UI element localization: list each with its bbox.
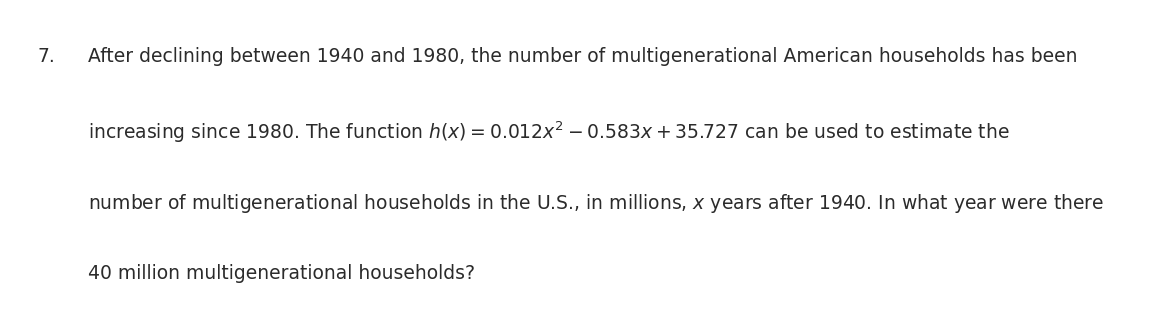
Text: 7.: 7.	[37, 47, 55, 66]
Text: increasing since 1980. The function $h(x) = 0.012x^{2} - 0.583x + 35.727$ can be: increasing since 1980. The function $h(x…	[88, 119, 1010, 145]
Text: number of multigenerational households in the U.S., in millions, $x$ years after: number of multigenerational households i…	[88, 192, 1103, 214]
Text: 40 million multigenerational households?: 40 million multigenerational households?	[88, 264, 475, 283]
Text: After declining between 1940 and 1980, the number of multigenerational American : After declining between 1940 and 1980, t…	[88, 47, 1078, 66]
